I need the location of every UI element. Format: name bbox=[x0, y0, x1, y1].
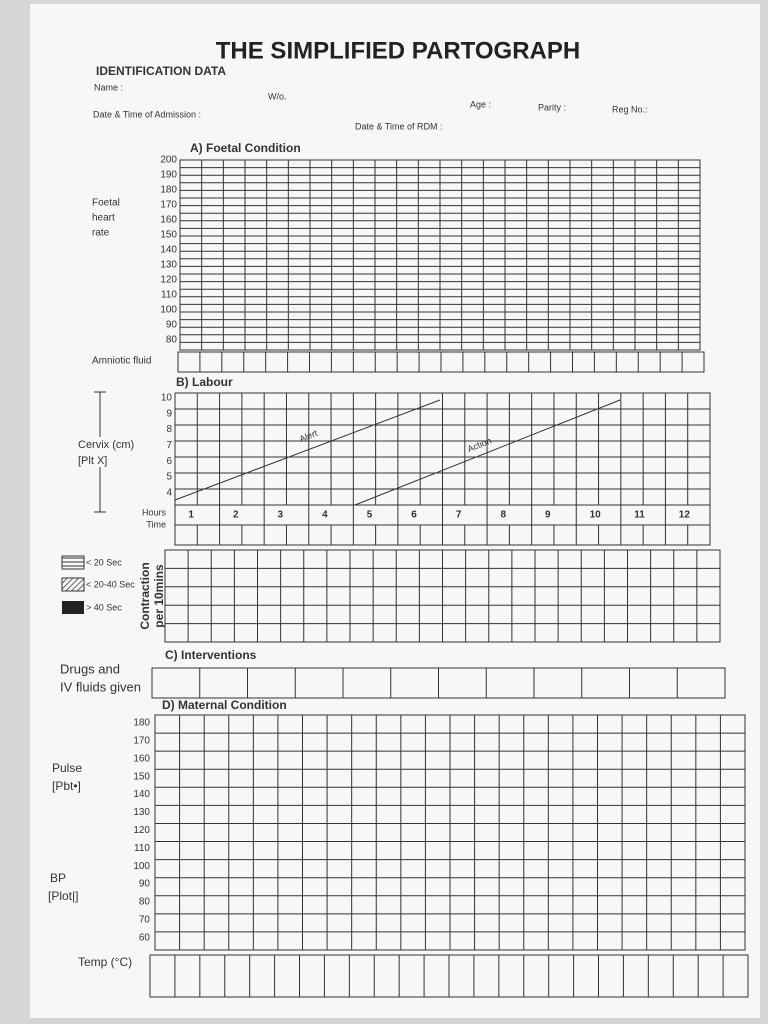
section-title: A) Foetal Condition bbox=[190, 141, 301, 155]
hour-label: 1 bbox=[188, 510, 194, 521]
scale-label: 170 bbox=[160, 200, 177, 211]
scale-label: 100 bbox=[160, 305, 177, 316]
rotated-label: Contraction bbox=[138, 562, 152, 629]
title: THE SIMPLIFIED PARTOGRAPH bbox=[216, 37, 580, 64]
scale-label: 90 bbox=[166, 320, 178, 331]
scale-label: 150 bbox=[160, 230, 177, 241]
side-label: BP bbox=[50, 871, 66, 885]
hour-label: 9 bbox=[545, 510, 551, 521]
field-wo: W/o. bbox=[268, 91, 287, 101]
section-title: C) Interventions bbox=[165, 648, 257, 662]
field-admission: Date & Time of Admission : bbox=[93, 109, 201, 119]
scale-label: 70 bbox=[139, 915, 151, 926]
hour-label: 6 bbox=[411, 510, 417, 521]
side-label: [Plt X] bbox=[78, 455, 107, 467]
legend-label: < 20-40 Sec bbox=[86, 579, 135, 589]
field-rdm: Date & Time of RDM : bbox=[355, 121, 443, 131]
side-label: rate bbox=[92, 228, 110, 239]
scale-label: 110 bbox=[134, 843, 150, 854]
hour-label: 10 bbox=[590, 510, 602, 521]
action-line bbox=[354, 399, 621, 506]
scale-label: 160 bbox=[160, 215, 177, 226]
field-age: Age : bbox=[470, 99, 491, 109]
side-label: heart bbox=[92, 213, 115, 224]
side-label: IV fluids given bbox=[60, 679, 141, 694]
scale-label: 130 bbox=[133, 807, 150, 818]
side-label: Cervix (cm) bbox=[78, 439, 134, 451]
scale-label: 180 bbox=[133, 718, 150, 729]
scale-label: 5 bbox=[166, 472, 172, 483]
hour-label: 4 bbox=[322, 510, 328, 521]
id-heading: IDENTIFICATION DATA bbox=[96, 64, 226, 78]
row-label: Temp (°C) bbox=[78, 955, 132, 969]
rotated-label: per 10mins bbox=[152, 564, 166, 628]
paper bbox=[30, 4, 760, 1018]
scale-label: 80 bbox=[139, 897, 151, 908]
scale-label: 110 bbox=[161, 290, 177, 301]
hour-label: 2 bbox=[233, 510, 239, 521]
side-label: [Plot|] bbox=[48, 889, 78, 903]
scale-label: 10 bbox=[161, 393, 173, 404]
row-label: Amniotic fluid bbox=[92, 356, 151, 367]
scale-label: 140 bbox=[133, 789, 150, 800]
alert-line bbox=[174, 399, 441, 501]
scale-label: 120 bbox=[133, 825, 150, 836]
hour-label: 7 bbox=[456, 510, 462, 521]
scale-label: 170 bbox=[133, 736, 150, 747]
field-parity: Parity : bbox=[538, 102, 566, 112]
scale-label: 120 bbox=[160, 275, 177, 286]
hour-label: 8 bbox=[500, 510, 506, 521]
legend-swatch bbox=[62, 601, 84, 614]
scale-label: 140 bbox=[160, 245, 177, 256]
scale-label: 130 bbox=[160, 260, 177, 271]
scale-label: 160 bbox=[133, 753, 150, 764]
scale-label: 6 bbox=[166, 456, 172, 467]
scale-label: 200 bbox=[160, 155, 177, 166]
hour-label: 5 bbox=[367, 510, 373, 521]
scale-label: 4 bbox=[166, 487, 172, 498]
side-label: Foetal bbox=[92, 198, 120, 209]
label-bg bbox=[74, 437, 144, 467]
section-title: B) Labour bbox=[176, 375, 233, 389]
section-title: D) Maternal Condition bbox=[162, 698, 287, 712]
hour-label: 12 bbox=[679, 510, 691, 521]
scale-label: 8 bbox=[166, 424, 172, 435]
row-label: Hours bbox=[142, 507, 167, 517]
hour-label: 3 bbox=[278, 510, 284, 521]
field-name: Name : bbox=[94, 82, 123, 92]
legend-swatch bbox=[61, 555, 85, 570]
row-label: Time bbox=[146, 519, 166, 529]
legend-label: > 40 Sec bbox=[86, 602, 122, 612]
side-label: Drugs and bbox=[60, 661, 120, 676]
scale-label: 9 bbox=[166, 408, 172, 419]
scale-label: 60 bbox=[139, 932, 151, 943]
legend-label: < 20 Sec bbox=[86, 557, 122, 567]
field-reg: Reg No.: bbox=[612, 104, 648, 114]
legend-swatch bbox=[61, 577, 85, 592]
scale-label: 150 bbox=[133, 771, 150, 782]
scale-label: 90 bbox=[139, 879, 151, 890]
side-label: [Pbt•] bbox=[52, 779, 81, 793]
side-label: Pulse bbox=[52, 761, 82, 775]
hour-label: 11 bbox=[634, 510, 645, 521]
scale-label: 100 bbox=[133, 861, 150, 872]
scale-label: 190 bbox=[160, 170, 177, 181]
scale-label: 80 bbox=[166, 335, 178, 346]
scale-label: 180 bbox=[160, 185, 177, 196]
scale-label: 7 bbox=[166, 440, 172, 451]
